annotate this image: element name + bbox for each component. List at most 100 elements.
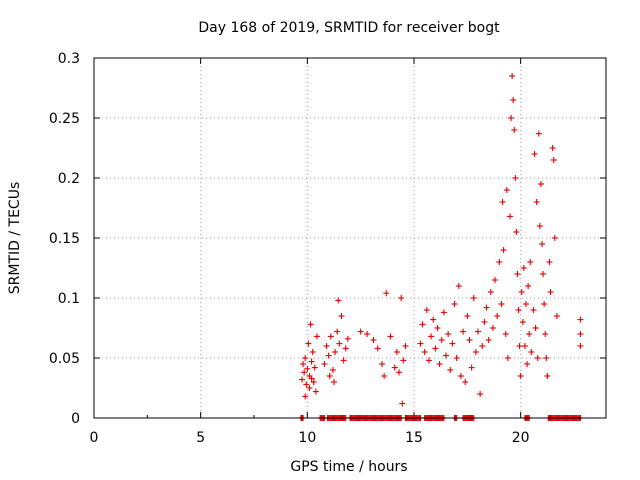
data-point [436,361,443,367]
data-point [400,357,407,364]
data-point [503,187,510,193]
data-point [539,241,545,247]
data-point [364,331,371,337]
data-point [500,247,507,253]
data-point [540,271,547,277]
data-point [479,343,486,349]
data-point [425,357,432,364]
data-point [483,304,490,311]
data-point [549,145,556,151]
data-point [470,295,477,301]
data-point [492,277,499,283]
data-point [329,367,336,373]
data-point [534,355,541,361]
y-axis-label: SRMTID / TECUs [7,182,23,295]
data-point [519,319,526,325]
data-point [338,313,345,319]
data-point [379,361,385,367]
data-point [526,331,533,337]
data-point [546,259,553,265]
data-point [432,345,439,352]
data-point [516,343,523,349]
data-point [309,349,316,355]
data-point [577,316,584,323]
data-point [381,373,388,379]
data-point [332,349,339,355]
data-point [336,340,343,347]
data-point [312,388,319,395]
data-point [453,355,460,361]
data-point [428,333,435,340]
chart-title: Day 168 of 2019, SRMTID for receiver bog… [198,20,500,36]
data-point [485,337,492,343]
data-point [509,73,516,79]
data-point [331,379,337,385]
data-point [419,321,426,328]
y-tick-label: 0 [71,411,80,427]
x-tick-label: 10 [298,430,316,446]
data-point [423,307,430,313]
y-tick-label: 0.05 [49,351,80,367]
data-point [299,376,305,383]
data-point [434,325,441,331]
data-point [398,295,405,301]
data-point [472,349,479,355]
plot-frame [93,57,607,419]
data-point [438,337,445,343]
data-point [310,379,317,385]
data-point [520,265,527,271]
data-point [417,340,424,347]
data-point [531,151,538,157]
data-point [535,130,542,137]
data-point [311,364,318,371]
data-point [300,361,307,367]
data-point [544,373,551,379]
axis-ticks: 0 5 10 15 20 0 0.05 0.1 0.15 0.2 0.25 0.3 [49,51,606,446]
data-point [543,355,550,361]
data-point [304,365,311,372]
data-point [321,361,328,367]
data-point [494,313,501,319]
grid [94,58,606,418]
data-point [440,309,447,316]
data-point [510,97,517,103]
data-point [449,340,456,347]
data-point [421,349,428,355]
data-point [323,343,330,349]
x-tick-label: 15 [405,430,423,446]
data-point [342,345,349,352]
data-point [528,349,535,355]
data-point [357,328,364,335]
data-point [464,313,471,319]
data-point [402,343,409,349]
x-axis-label: GPS time / hours [290,459,407,475]
x-tick-label: 0 [90,430,99,446]
data-point [396,369,403,376]
data-point [455,283,462,289]
y-tick-label: 0.1 [58,291,80,307]
data-point [499,199,506,205]
data-point [515,307,522,313]
data-point [553,313,560,319]
data-point [308,375,315,382]
y-tick-label: 0.25 [49,111,80,127]
data-point [307,321,314,328]
data-point [306,385,313,391]
data-point [518,289,525,295]
data-point [334,328,341,335]
data-point [512,175,519,181]
data-point [391,364,398,371]
data-point [313,333,320,340]
data-point [496,259,503,265]
data-point [514,271,521,277]
data-point [507,213,513,220]
data-point [466,337,473,343]
data-point [302,355,309,361]
data-point [468,364,475,371]
data-point [305,340,312,347]
data-point [477,391,484,397]
data-point [383,290,390,297]
data-point [525,283,532,289]
data-point [340,357,347,364]
data-point [393,349,400,355]
